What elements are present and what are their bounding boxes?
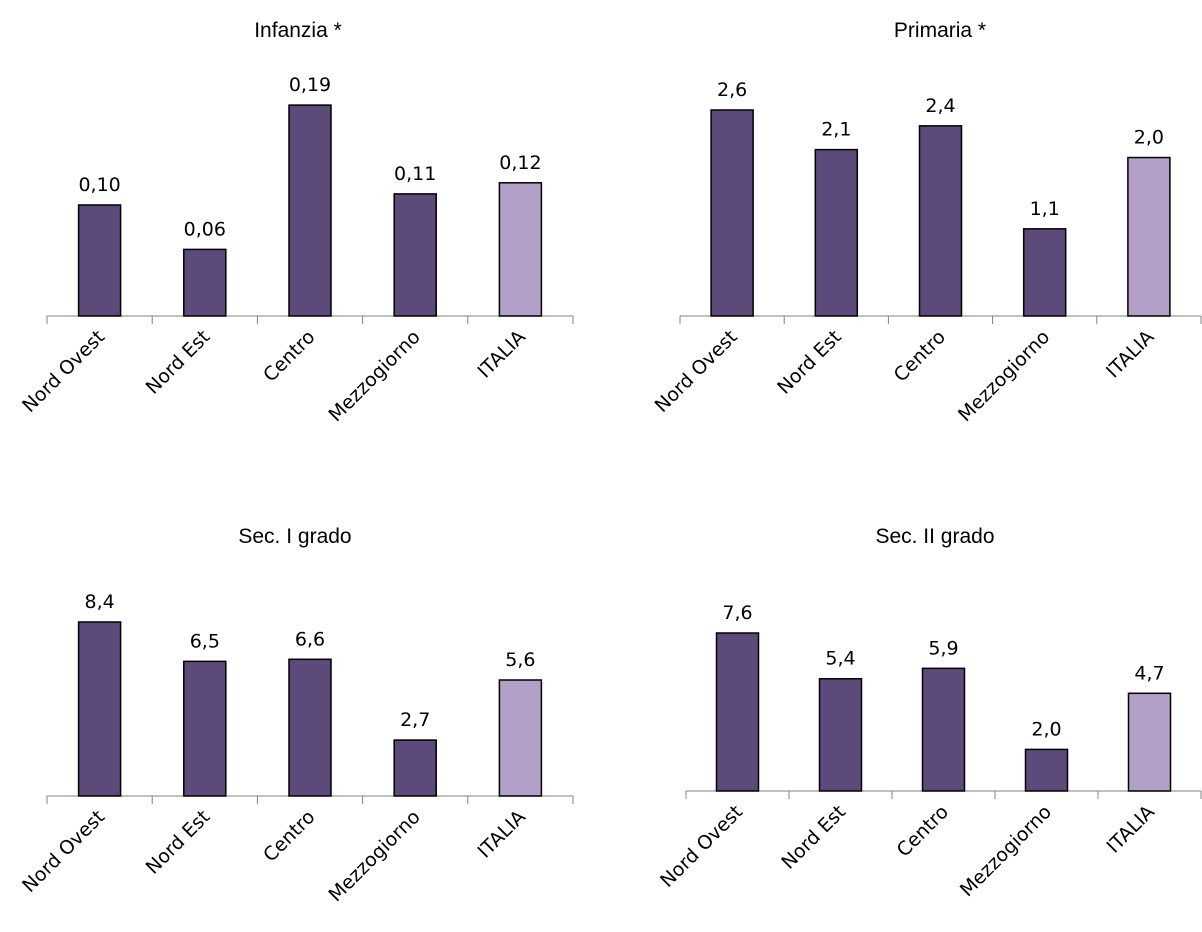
panel-infanzia: Infanzia * 0,10 Nord Ovest 0,06 Nord Est 0,1… <box>18 19 574 426</box>
x-tick-label: Nord Est <box>773 326 846 399</box>
x-tick-label: Mezzogiorno <box>954 326 1054 426</box>
data-label: 2,7 <box>400 709 430 731</box>
x-tick-label: Mezzogiorno <box>324 806 424 906</box>
x-tick-label: Mezzogiorno <box>324 326 424 426</box>
data-label: 2,0 <box>1134 127 1164 149</box>
data-label: 0,19 <box>289 74 331 96</box>
bar <box>1127 156 1171 317</box>
panel-title-sec-ii-grado: Sec. II grado <box>875 525 994 548</box>
x-tick-label: Centro <box>259 326 319 386</box>
data-label: 7,6 <box>722 602 752 624</box>
x-tick-label: Nord Est <box>142 326 215 399</box>
x-tick-label: Nord Est <box>142 806 215 879</box>
data-label: 0,12 <box>499 152 541 174</box>
x-tick-label: ITALIA <box>1102 326 1159 383</box>
x-tick-label: Nord Est <box>777 801 850 874</box>
bar <box>498 182 543 317</box>
data-label: 8,4 <box>84 591 114 613</box>
bar <box>393 739 437 797</box>
data-label: 5,4 <box>825 648 855 670</box>
panel-primaria: Primaria * 2,6 Nord Ovest 2,1 Nord Est 2,4 Ce… <box>651 19 1202 426</box>
bar <box>288 104 332 317</box>
bar <box>183 248 227 317</box>
bar <box>715 632 760 792</box>
bar <box>1024 748 1069 792</box>
panel-sec-ii-grado: Sec. II grado 7,6 Nord Ovest 5,4 Nord Est 5,… <box>656 525 1202 901</box>
bar <box>498 679 543 797</box>
panel-sec-i-grado: Sec. I grado 8,4 Nord Ovest 6,5 Nord Est 6,6… <box>18 525 574 906</box>
data-label: 0,06 <box>184 218 226 240</box>
x-tick-label: Nord Ovest <box>18 326 109 417</box>
bar <box>77 204 122 317</box>
bar <box>918 125 963 317</box>
panel-title-primaria: Primaria * <box>894 19 986 42</box>
bar <box>183 660 227 797</box>
bar <box>814 148 859 317</box>
data-label: 2,0 <box>1031 718 1061 740</box>
data-label: 5,9 <box>928 637 958 659</box>
x-tick-label: ITALIA <box>1103 801 1160 858</box>
data-label: 2,4 <box>925 95 955 117</box>
data-label: 0,11 <box>394 163 436 185</box>
data-label: 0,10 <box>78 174 120 196</box>
data-label: 6,5 <box>190 630 220 652</box>
bar <box>1127 692 1172 792</box>
bar <box>288 658 332 797</box>
x-tick-label: Nord Ovest <box>18 806 109 897</box>
bar <box>1022 228 1067 317</box>
data-label: 6,6 <box>295 628 325 650</box>
bar <box>393 193 437 317</box>
panel-title-sec-i-grado: Sec. I grado <box>238 525 351 548</box>
bar <box>921 667 966 792</box>
x-tick-label: Centro <box>893 801 953 861</box>
data-label: 1,1 <box>1030 198 1060 220</box>
x-tick-label: ITALIA <box>473 326 530 383</box>
bar <box>77 621 122 797</box>
bar <box>818 677 863 792</box>
panel-title-infanzia: Infanzia * <box>254 19 342 42</box>
x-tick-label: Mezzogiorno <box>956 801 1056 901</box>
data-label: 2,6 <box>717 79 747 101</box>
x-tick-label: Centro <box>890 326 950 386</box>
x-tick-label: Centro <box>259 806 319 866</box>
bar <box>710 109 754 317</box>
x-tick-label: ITALIA <box>473 806 530 863</box>
data-label: 2,1 <box>821 119 851 141</box>
data-label: 5,6 <box>505 649 535 671</box>
data-label: 4,7 <box>1134 662 1164 684</box>
x-tick-label: Nord Ovest <box>656 801 747 892</box>
x-tick-label: Nord Ovest <box>651 326 742 417</box>
